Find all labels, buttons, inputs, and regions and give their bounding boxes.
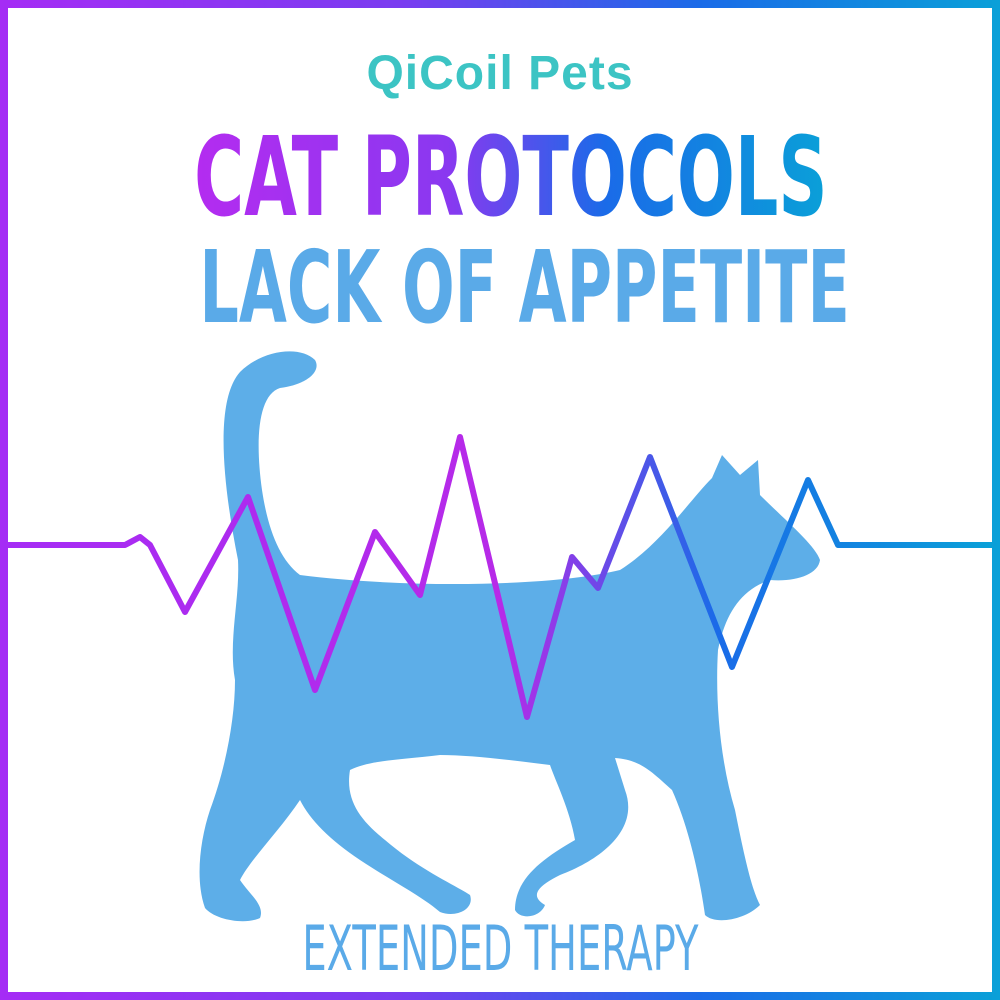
waveform-line (8, 434, 992, 720)
footer-label: EXTENDED THERAPY (301, 912, 699, 985)
page-subtitle: LACK OF APPETITE (199, 229, 850, 346)
page-title: CAT PROTOCOLS (194, 113, 828, 241)
canvas (8, 8, 992, 992)
qicoil-pets-logo: QiCoil Pets (366, 47, 634, 100)
